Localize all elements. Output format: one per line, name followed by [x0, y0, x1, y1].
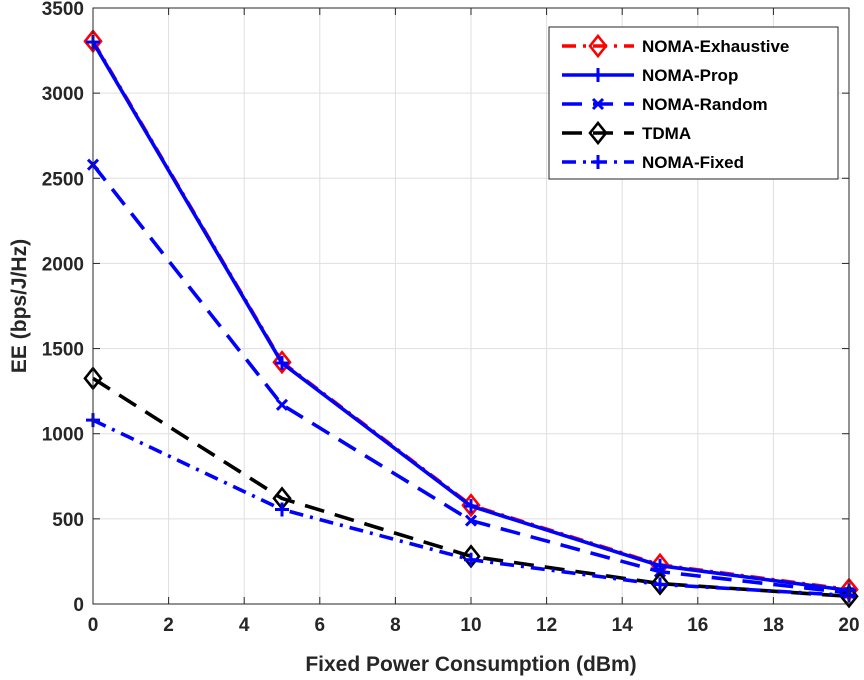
y-tick-label: 3500	[42, 0, 84, 20]
y-tick-label: 1000	[42, 425, 84, 446]
legend-entry-tdma: TDMA	[562, 120, 691, 146]
x-axis-label: Fixed Power Consumption (dBm)	[305, 653, 636, 676]
y-tick-label: 1500	[42, 340, 84, 361]
series-layer	[83, 29, 859, 609]
data-point-noma-fixed	[653, 577, 667, 592]
y-axis-label: EE (bps/J/Hz)	[8, 239, 31, 373]
data-point-noma-prop	[653, 558, 667, 573]
data-point-noma-fixed	[464, 552, 478, 567]
x-tick-label: 16	[687, 615, 708, 636]
x-tick-label: 6	[315, 615, 326, 636]
legend: NOMA-Exhaustive NOMA-Prop NOMA-Random TDMA N…	[548, 26, 839, 180]
y-tick-label: 3000	[42, 84, 84, 105]
legend-marker-noma-prop	[591, 68, 605, 82]
x-tick-label: 12	[536, 615, 557, 636]
legend-entry-noma-exhaustive: NOMA-Exhaustive	[562, 33, 789, 59]
legend-label-tdma: TDMA	[642, 124, 691, 143]
x-tick-label: 4	[239, 615, 250, 636]
legend-label-noma-fixed: NOMA-Fixed	[642, 153, 744, 172]
data-point-noma-fixed	[275, 502, 289, 517]
y-tick-label: 500	[52, 510, 84, 531]
legend-entry-noma-fixed: NOMA-Fixed	[562, 153, 744, 172]
data-point-noma-random-b	[275, 398, 289, 411]
legend-marker-noma-random	[591, 97, 605, 111]
x-tick-label: 14	[612, 615, 634, 636]
x-tick-label: 0	[88, 615, 99, 636]
legend-label-noma-prop: NOMA-Prop	[642, 66, 738, 85]
data-point-noma-random	[275, 398, 289, 411]
data-point-noma-exhaustive	[272, 350, 292, 375]
data-point-noma-random	[464, 514, 478, 527]
y-tick-label: 2000	[42, 254, 84, 275]
legend-entry-noma-random: NOMA-Random	[562, 95, 768, 114]
x-tick-label: 20	[838, 615, 859, 636]
data-point-noma-random-b	[464, 514, 478, 527]
legend-marker-noma-random-b	[591, 97, 605, 111]
data-point-tdma	[650, 571, 670, 596]
legend-entry-noma-prop: NOMA-Prop	[562, 66, 738, 85]
axes: 0 2 4 6 8 10 12 14 16 18 20 0 500 1000 1500 2000 2500 300…	[42, 0, 860, 636]
x-tick-label: 8	[390, 615, 401, 636]
y-tick-label: 0	[73, 595, 84, 616]
axes-box	[92, 7, 850, 605]
data-point-noma-prop	[464, 499, 478, 514]
legend-label-noma-random: NOMA-Random	[642, 95, 768, 114]
y-tick-label: 2500	[42, 169, 84, 190]
x-tick-label: 2	[163, 615, 174, 636]
data-point-tdma	[839, 584, 859, 609]
x-tick-label: 18	[763, 615, 784, 636]
legend-marker-noma-fixed	[591, 155, 605, 169]
legend-marker-noma-exhaustive	[588, 33, 608, 59]
legend-label-noma-exhaustive: NOMA-Exhaustive	[642, 37, 789, 56]
legend-marker-tdma	[588, 120, 608, 146]
data-point-noma-prop	[275, 356, 289, 371]
x-tick-label: 10	[460, 615, 481, 636]
